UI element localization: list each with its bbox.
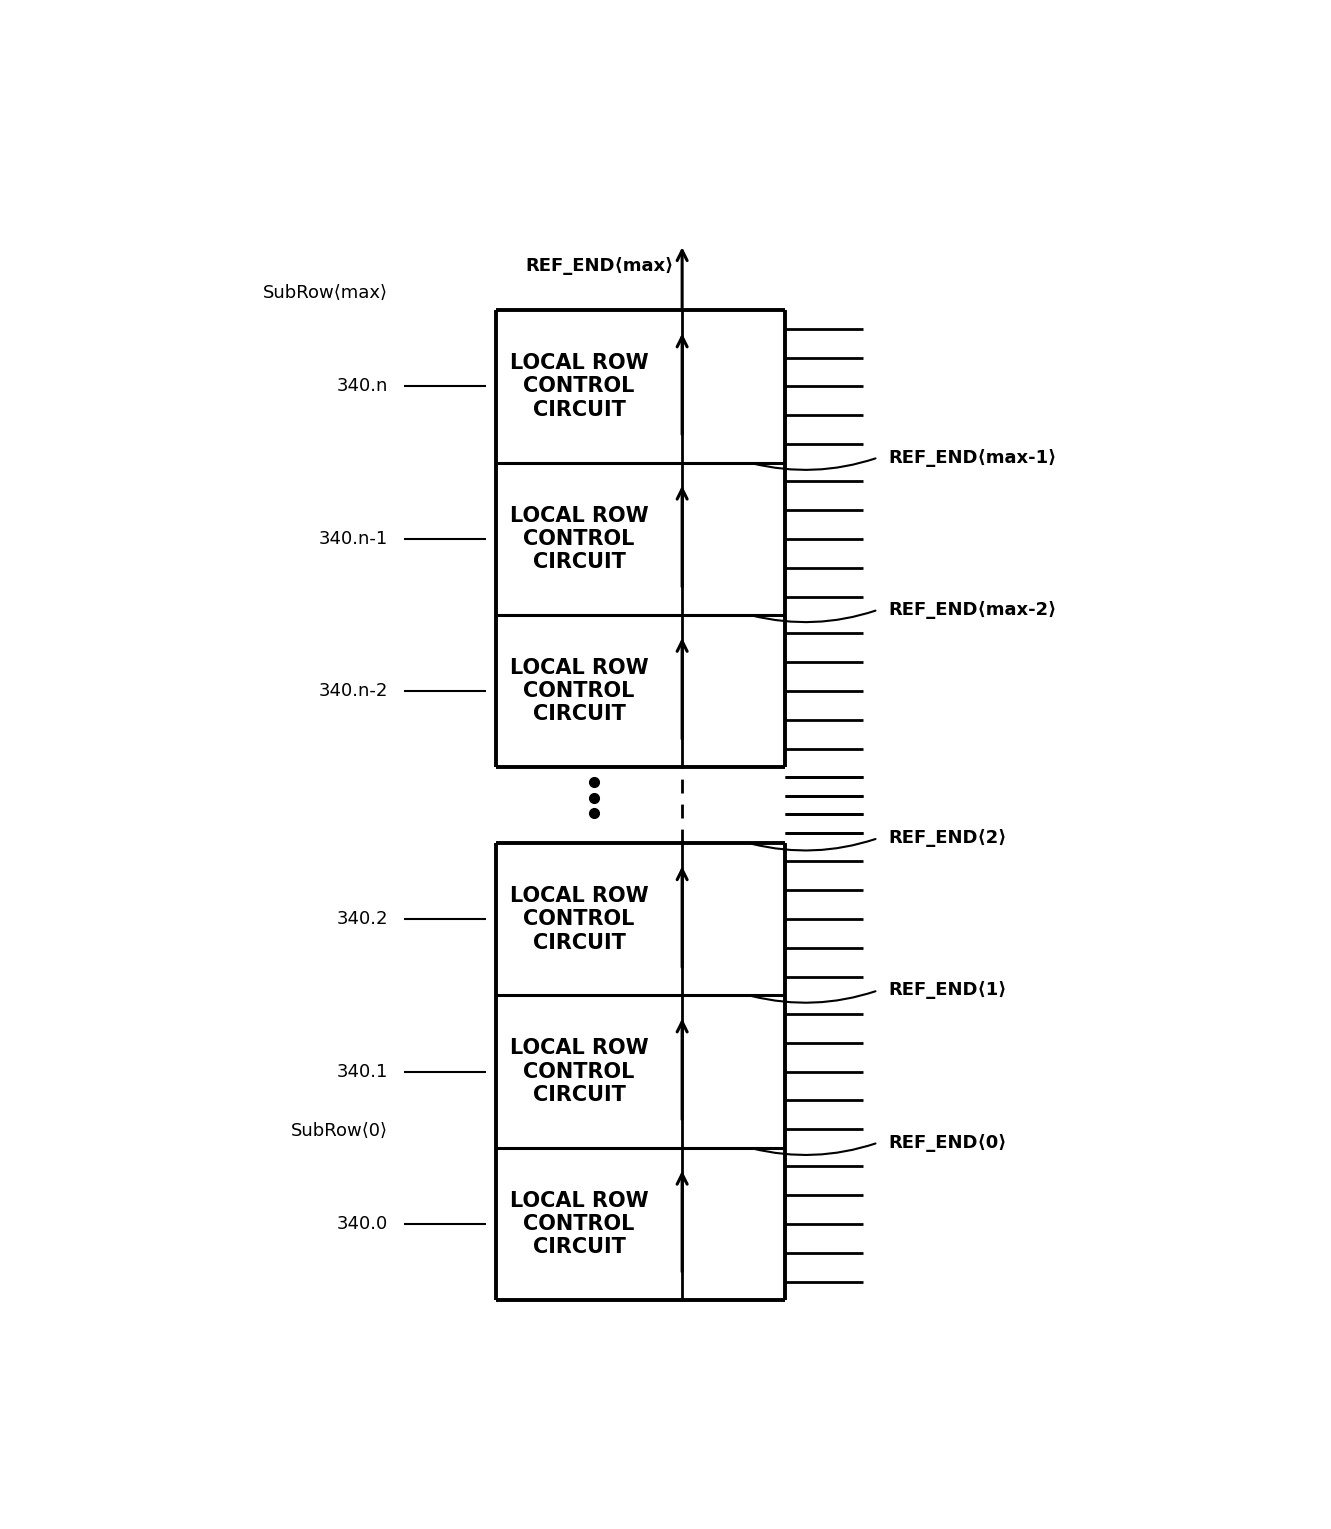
Text: REF_END⟨1⟩: REF_END⟨1⟩ [889, 982, 1008, 1000]
Text: 340.n: 340.n [337, 378, 389, 396]
Text: REF_END⟨0⟩: REF_END⟨0⟩ [889, 1133, 1008, 1151]
Text: 340.1: 340.1 [337, 1063, 389, 1081]
Text: LOCAL ROW
CONTROL
CIRCUIT: LOCAL ROW CONTROL CIRCUIT [510, 353, 648, 419]
Text: REF_END⟨max⟩: REF_END⟨max⟩ [526, 257, 673, 275]
Text: REF_END⟨max-1⟩: REF_END⟨max-1⟩ [889, 448, 1057, 466]
Text: LOCAL ROW
CONTROL
CIRCUIT: LOCAL ROW CONTROL CIRCUIT [510, 506, 648, 572]
Text: 340.2: 340.2 [337, 910, 389, 928]
Text: SubRow⟨max⟩: SubRow⟨max⟩ [264, 284, 389, 303]
Text: REF_END⟨max-2⟩: REF_END⟨max-2⟩ [889, 601, 1057, 619]
Text: 340.0: 340.0 [337, 1216, 389, 1232]
Text: 340.n-1: 340.n-1 [319, 529, 389, 547]
Text: LOCAL ROW
CONTROL
CIRCUIT: LOCAL ROW CONTROL CIRCUIT [510, 657, 648, 725]
Text: LOCAL ROW
CONTROL
CIRCUIT: LOCAL ROW CONTROL CIRCUIT [510, 1038, 648, 1105]
Text: LOCAL ROW
CONTROL
CIRCUIT: LOCAL ROW CONTROL CIRCUIT [510, 1191, 648, 1257]
Text: 340.n-2: 340.n-2 [319, 682, 389, 700]
Text: REF_END⟨2⟩: REF_END⟨2⟩ [889, 829, 1008, 847]
Text: LOCAL ROW
CONTROL
CIRCUIT: LOCAL ROW CONTROL CIRCUIT [510, 887, 648, 953]
Text: SubRow⟨0⟩: SubRow⟨0⟩ [291, 1122, 389, 1139]
